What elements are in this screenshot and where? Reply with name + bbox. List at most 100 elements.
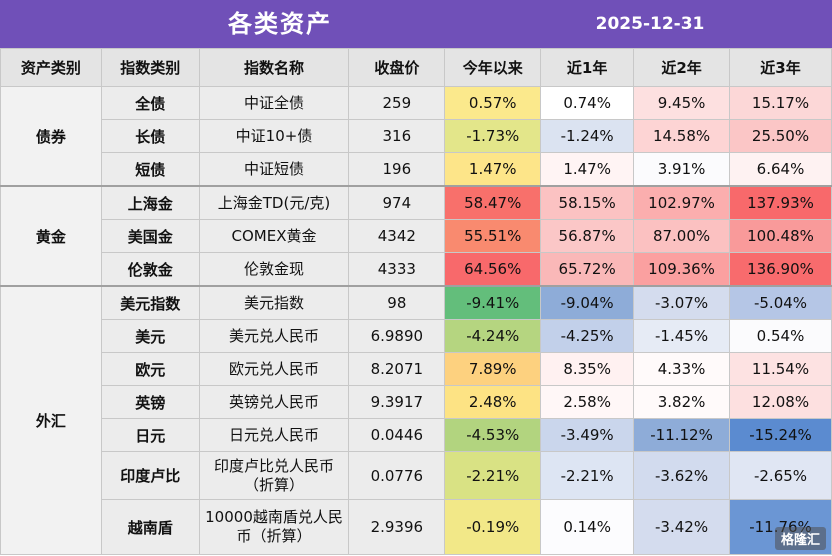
index-type-cell: 伦敦金 (100, 252, 200, 287)
table-row: 美元 美元兑人民币 6.9890 -4.24% -4.25% -1.45% 0.54% (1, 319, 832, 353)
col-header: 今年以来 (444, 48, 542, 87)
return-cell: 6.64% (729, 152, 832, 187)
table-row: 越南盾 10000越南盾兑人民币（折算） 2.9396 -0.19% 0.14% -3.4… (1, 499, 832, 555)
return-cell: 11.54% (729, 352, 832, 386)
return-cell: -4.25% (540, 319, 635, 353)
return-cell: 14.58% (633, 119, 731, 153)
index-name-cell: 中证10+债 (198, 119, 350, 153)
asset-category-cell: 债券 (0, 86, 102, 187)
return-cell: -3.42% (633, 499, 731, 555)
return-cell: 1.47% (540, 152, 635, 187)
return-cell: 15.17% (729, 86, 832, 120)
index-name-cell: 英镑兑人民币 (198, 385, 350, 419)
return-cell: 0.54% (729, 319, 832, 353)
table-row: 印度卢比 印度卢比兑人民币（折算） 0.0776 -2.21% -2.21% -3.62%… (1, 451, 832, 500)
report-date: 2025-12-31 (595, 14, 705, 34)
index-name-cell: 10000越南盾兑人民币（折算） (198, 499, 350, 555)
return-cell: 0.74% (540, 86, 635, 120)
index-name-cell: 印度卢比兑人民币（折算） (198, 451, 350, 500)
return-cell: 55.51% (444, 219, 542, 253)
return-cell: -11.12% (633, 418, 731, 452)
index-type-cell: 美元指数 (100, 285, 200, 320)
return-cell: 65.72% (540, 252, 635, 287)
return-cell: 87.00% (633, 219, 731, 253)
close-price-cell: 98 (348, 285, 446, 320)
return-cell: 136.90% (729, 252, 832, 287)
return-cell: 137.93% (729, 185, 832, 220)
index-type-cell: 美国金 (100, 219, 200, 253)
return-cell: 4.33% (633, 352, 731, 386)
close-price-cell: 6.9890 (348, 319, 446, 353)
title-bar: 各类资产 2025-12-31 (0, 0, 832, 48)
return-cell: -2.65% (729, 451, 832, 500)
return-cell: 0.14% (540, 499, 635, 555)
index-type-cell: 欧元 (100, 352, 200, 386)
col-header: 指数名称 (198, 48, 350, 87)
index-name-cell: 日元兑人民币 (198, 418, 350, 452)
return-cell: 8.35% (540, 352, 635, 386)
index-name-cell: 美元指数 (198, 285, 350, 320)
index-type-cell: 长债 (100, 119, 200, 153)
close-price-cell: 196 (348, 152, 446, 187)
index-type-cell: 上海金 (100, 185, 200, 220)
index-type-cell: 日元 (100, 418, 200, 452)
index-name-cell: 伦敦金现 (198, 252, 350, 287)
close-price-cell: 0.0446 (348, 418, 446, 452)
close-price-cell: 2.9396 (348, 499, 446, 555)
close-price-cell: 974 (348, 185, 446, 220)
table-row: 日元 日元兑人民币 0.0446 -4.53% -3.49% -11.12% -15.24% (1, 418, 832, 452)
index-name-cell: 美元兑人民币 (198, 319, 350, 353)
close-price-cell: 8.2071 (348, 352, 446, 386)
table-row: 黄金 上海金 上海金TD(元/克) 974 58.47% 58.15% 102.97% 137… (0, 185, 832, 287)
index-name-cell: 中证全债 (198, 86, 350, 120)
index-type-cell: 越南盾 (100, 499, 200, 555)
col-header: 指数类别 (100, 48, 200, 87)
col-header: 收盘价 (348, 48, 446, 87)
return-cell: 56.87% (540, 219, 635, 253)
return-cell: 109.36% (633, 252, 731, 287)
table-row: 英镑 英镑兑人民币 9.3917 2.48% 2.58% 3.82% 12.08% (1, 385, 832, 419)
return-cell: -2.21% (444, 451, 542, 500)
sheet-title: 各类资产 (228, 10, 332, 38)
return-cell: -0.19% (444, 499, 542, 555)
return-cell: 64.56% (444, 252, 542, 287)
col-header: 近3年 (729, 48, 832, 87)
col-header: 近1年 (540, 48, 635, 87)
return-cell: 58.15% (540, 185, 635, 220)
index-type-cell: 短债 (100, 152, 200, 187)
return-cell: -1.45% (633, 319, 731, 353)
return-cell: -5.04% (729, 285, 832, 320)
index-name-cell: 上海金TD(元/克) (198, 185, 350, 220)
close-price-cell: 316 (348, 119, 446, 153)
return-cell: 2.48% (444, 385, 542, 419)
return-cell: 3.91% (633, 152, 731, 187)
close-price-cell: 0.0776 (348, 451, 446, 500)
return-cell: 1.47% (444, 152, 542, 187)
col-header: 近2年 (633, 48, 731, 87)
return-cell: 58.47% (444, 185, 542, 220)
asset-table: 资产类别 指数类别 指数名称 收盘价 今年以来 近1年 近2年 近3年 债券 全债… (0, 48, 832, 555)
return-cell: -2.21% (540, 451, 635, 500)
table-row: 美国金 COMEX黄金 4342 55.51% 56.87% 87.00% 100.48% (1, 219, 832, 253)
return-cell: 100.48% (729, 219, 832, 253)
return-cell: 102.97% (633, 185, 731, 220)
table-row: 短债 中证短债 196 1.47% 1.47% 3.91% 6.64% (1, 152, 832, 187)
return-cell: -1.24% (540, 119, 635, 153)
watermark-logo: 格隆汇 (774, 527, 826, 550)
index-name-cell: 欧元兑人民币 (198, 352, 350, 386)
close-price-cell: 4333 (348, 252, 446, 287)
return-cell: -3.49% (540, 418, 635, 452)
table-row: 外汇 美元指数 美元指数 98 -9.41% -9.04% -3.07% -5.04% (0, 285, 832, 555)
return-cell: 7.89% (444, 352, 542, 386)
return-cell: -1.73% (444, 119, 542, 153)
close-price-cell: 9.3917 (348, 385, 446, 419)
index-name-cell: 中证短债 (198, 152, 350, 187)
return-cell: 12.08% (729, 385, 832, 419)
table-row: 伦敦金 伦敦金现 4333 64.56% 65.72% 109.36% 136.90% (1, 252, 832, 287)
close-price-cell: 259 (348, 86, 446, 120)
index-name-cell: COMEX黄金 (198, 219, 350, 253)
index-type-cell: 英镑 (100, 385, 200, 419)
asset-category-cell: 黄金 (0, 185, 102, 287)
return-cell: 0.57% (444, 86, 542, 120)
